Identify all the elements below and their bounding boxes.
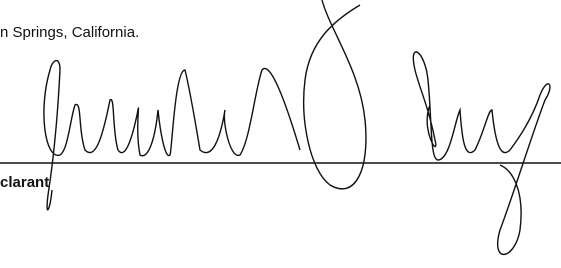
document: n Springs, California. clarant	[0, 0, 561, 268]
location-text: n Springs, California.	[0, 24, 139, 41]
signature-label: clarant	[0, 174, 49, 191]
